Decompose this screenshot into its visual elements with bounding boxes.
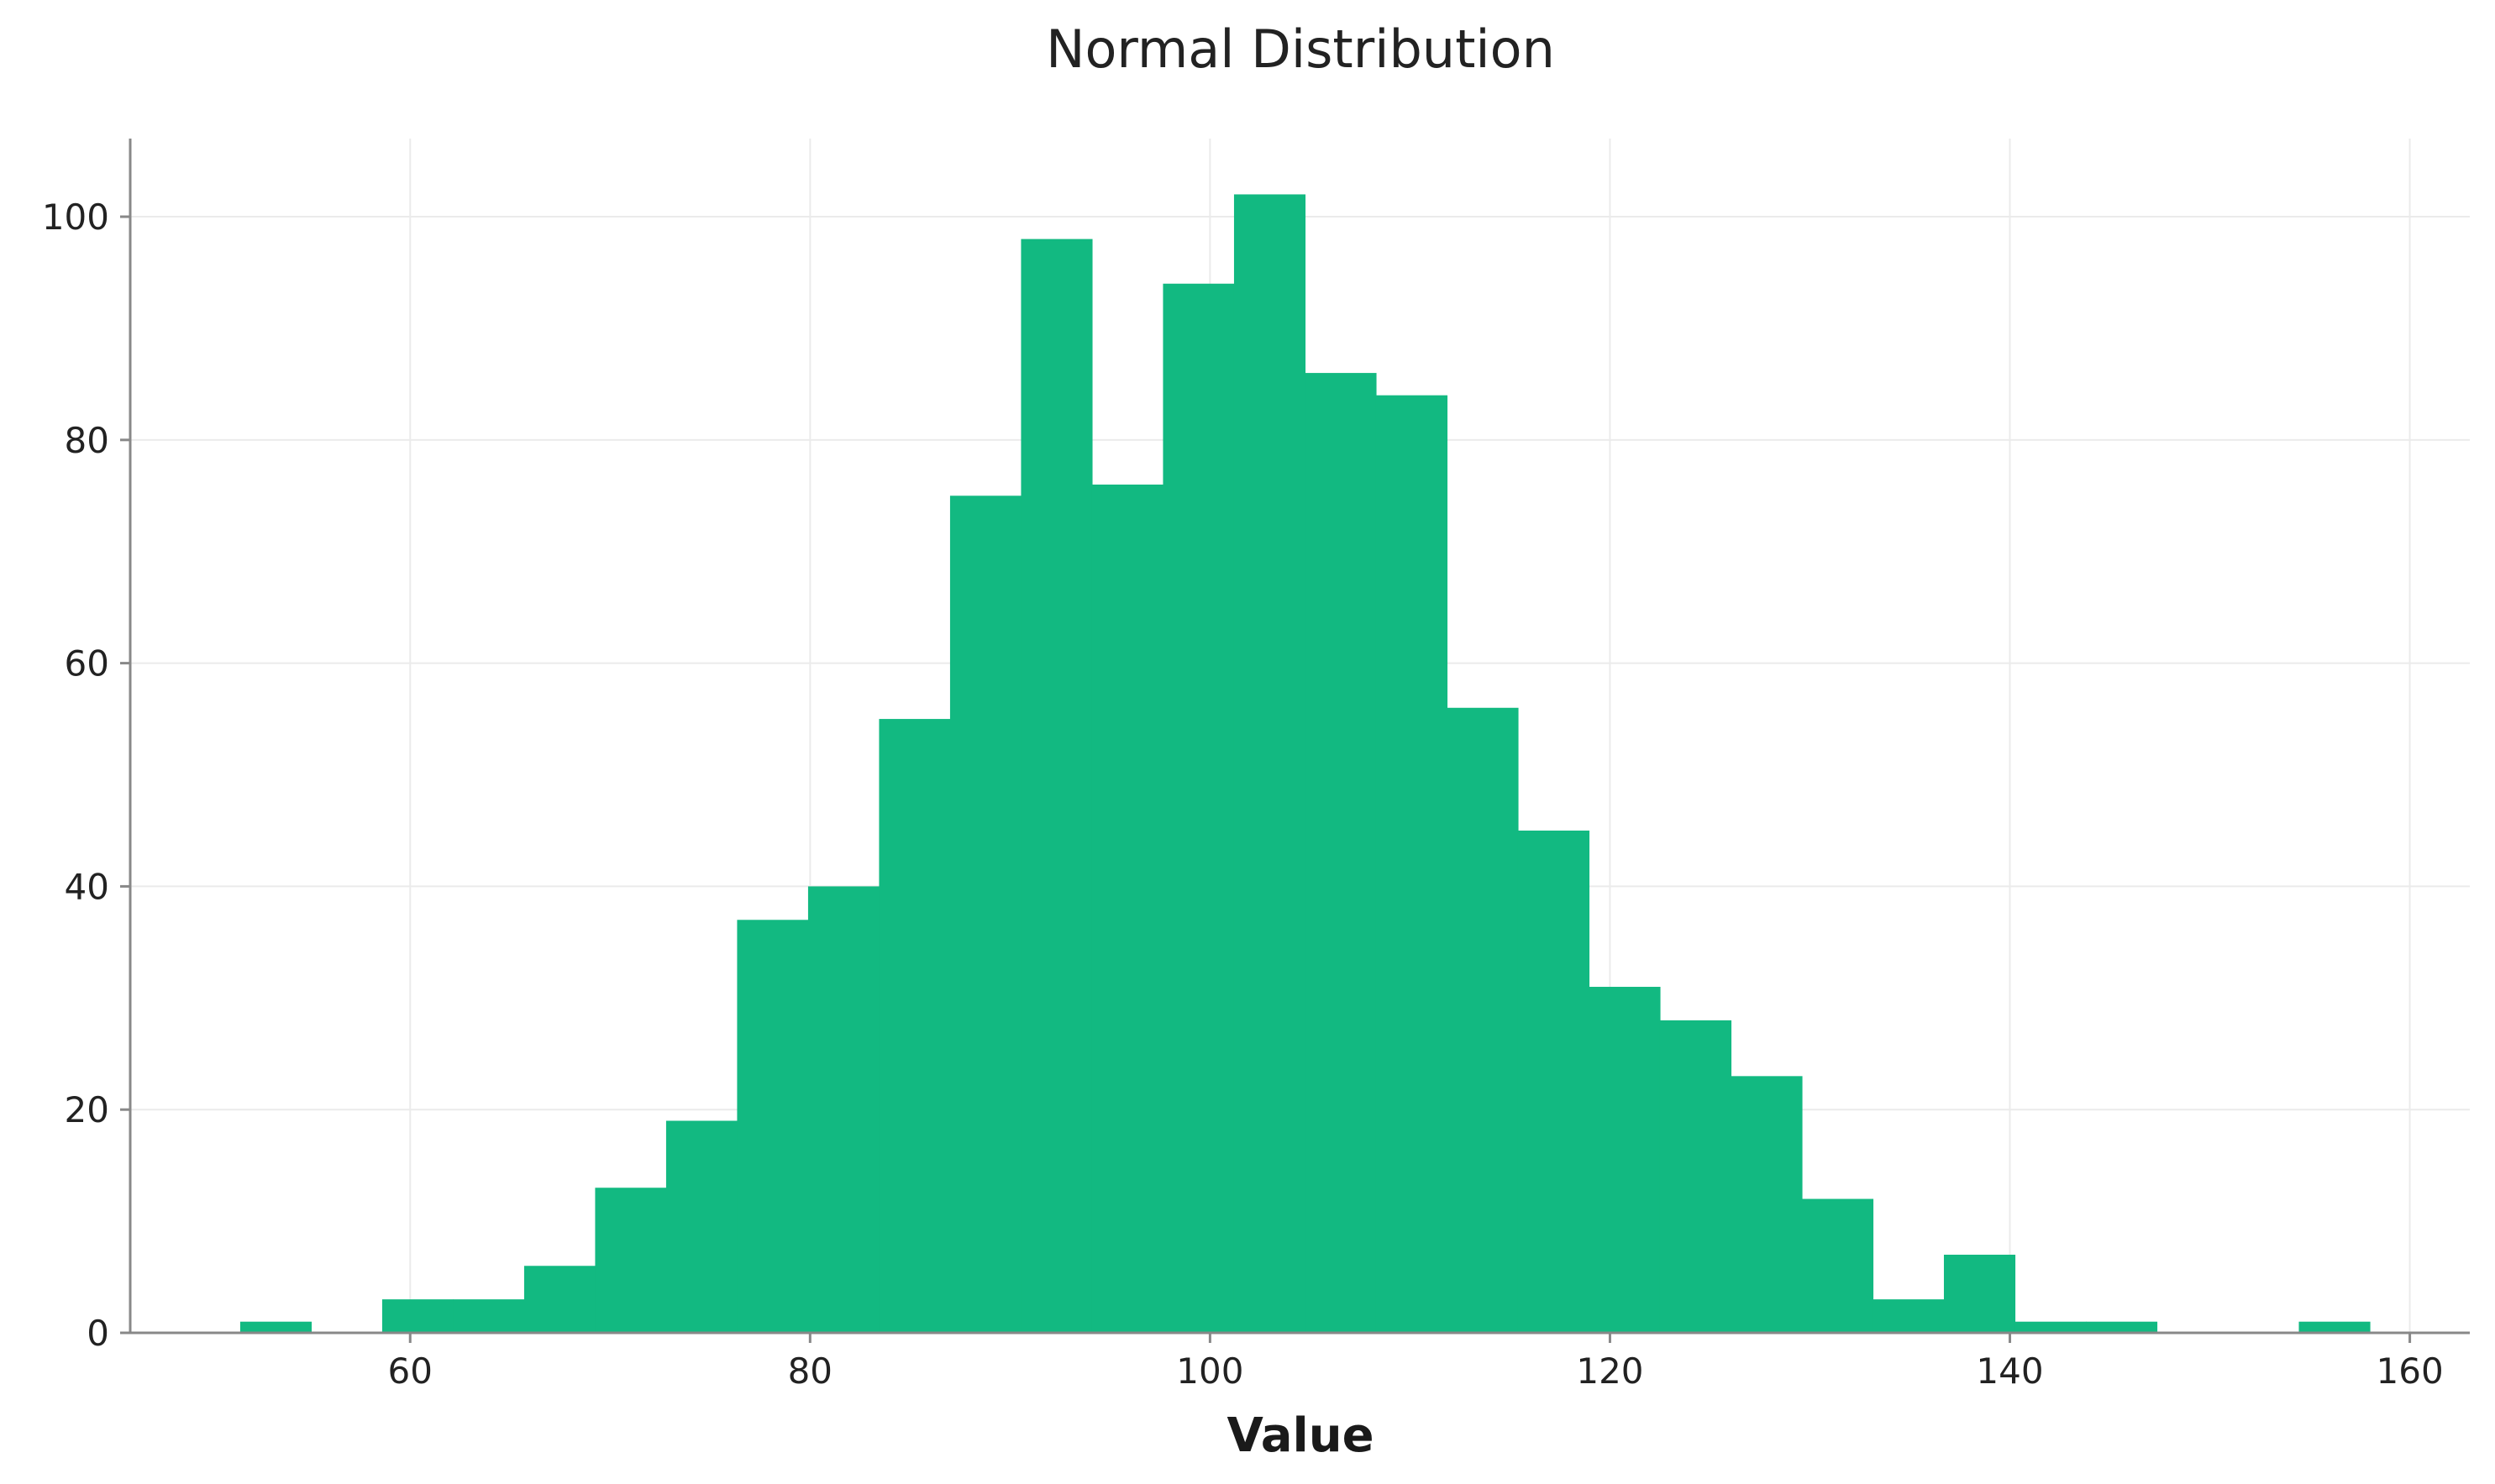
histogram-bar [807,886,880,1333]
y-tick-label: 60 [65,643,109,684]
histogram-bar [1091,484,1164,1333]
histogram-bar [2085,1321,2158,1333]
x-tick-label: 60 [388,1350,433,1392]
x-axis-label: Value [1226,1408,1374,1463]
histogram-bar [949,496,1022,1333]
y-tick-label: 40 [65,866,109,907]
histogram-bar [1943,1254,2016,1333]
histogram-bar [1163,283,1235,1333]
chart-title: Normal Distribution [1046,18,1555,80]
y-tick-label: 80 [65,420,109,461]
histogram-bar [381,1299,454,1333]
x-tick-label: 160 [2377,1350,2444,1392]
x-tick-label: 100 [1176,1350,1243,1392]
x-tick-label: 120 [1576,1350,1643,1392]
histogram-bar [1801,1198,1874,1333]
histogram-bar [2298,1321,2371,1333]
histogram-bar [453,1299,525,1333]
histogram-bar [523,1266,596,1333]
histogram-bar [1021,239,1093,1334]
y-ticks: 0 20 40 60 80 100 [42,197,130,1354]
y-tick-label: 100 [42,197,109,238]
y-tick-label: 20 [65,1089,109,1130]
histogram-bar [665,1120,738,1333]
histogram-bar [2014,1321,2087,1333]
histogram-bar [1305,373,1377,1333]
histogram-bar [1731,1076,1803,1333]
histogram-bar [239,1321,313,1333]
histogram-bar [1375,395,1448,1333]
histogram-bar [1659,1020,1732,1333]
histogram-bar [1517,830,1590,1333]
histogram-bar [1873,1299,1945,1333]
x-tick-label: 140 [1976,1350,2043,1392]
histogram-bar [879,719,951,1333]
x-tick-label: 80 [788,1350,833,1392]
histogram-bar [595,1188,667,1333]
histogram-bar [1233,194,1306,1333]
y-tick-label: 0 [87,1313,109,1354]
histogram-bar [737,920,809,1333]
bars [239,194,2371,1334]
histogram-bar [1447,707,1519,1333]
x-ticks: 60 80 100 120 140 160 [388,1333,2444,1392]
axes [129,139,2470,1335]
histogram-bar [1589,987,1661,1333]
